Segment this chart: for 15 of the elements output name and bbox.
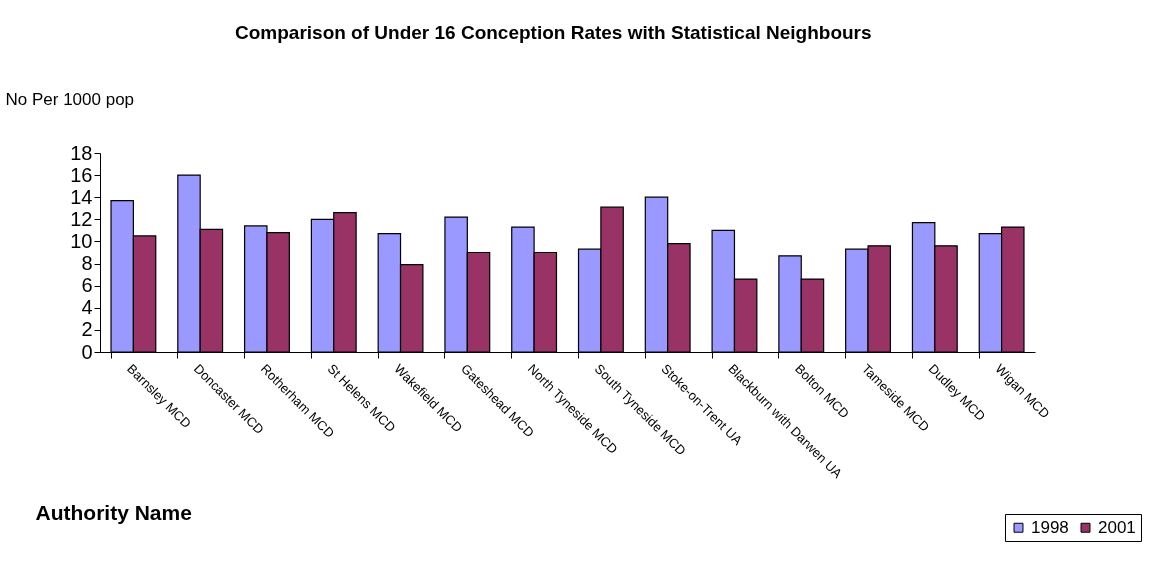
y-axis-title: No Per 1000 pop (5, 89, 135, 109)
y-tick-label: 8 (81, 252, 93, 275)
x-axis-title: Authority Name (35, 500, 192, 524)
y-tick-label: 0 (81, 340, 93, 363)
legend-label: 1998 (1031, 517, 1069, 537)
y-tick-label: 6 (81, 274, 93, 297)
y-tick-label: 12 (70, 207, 93, 230)
y-tick-label: 18 (70, 141, 93, 164)
y-tick-label: 16 (70, 163, 93, 186)
chart-title: Comparison of Under 16 Conception Rates with Statistical Neighbours (235, 22, 872, 43)
y-tick-label: 2 (81, 318, 93, 341)
legend-label: 2001 (1098, 517, 1136, 537)
y-tick-label: 4 (81, 296, 93, 319)
y-tick-label: 10 (70, 229, 93, 252)
y-tick-label: 14 (70, 185, 93, 208)
